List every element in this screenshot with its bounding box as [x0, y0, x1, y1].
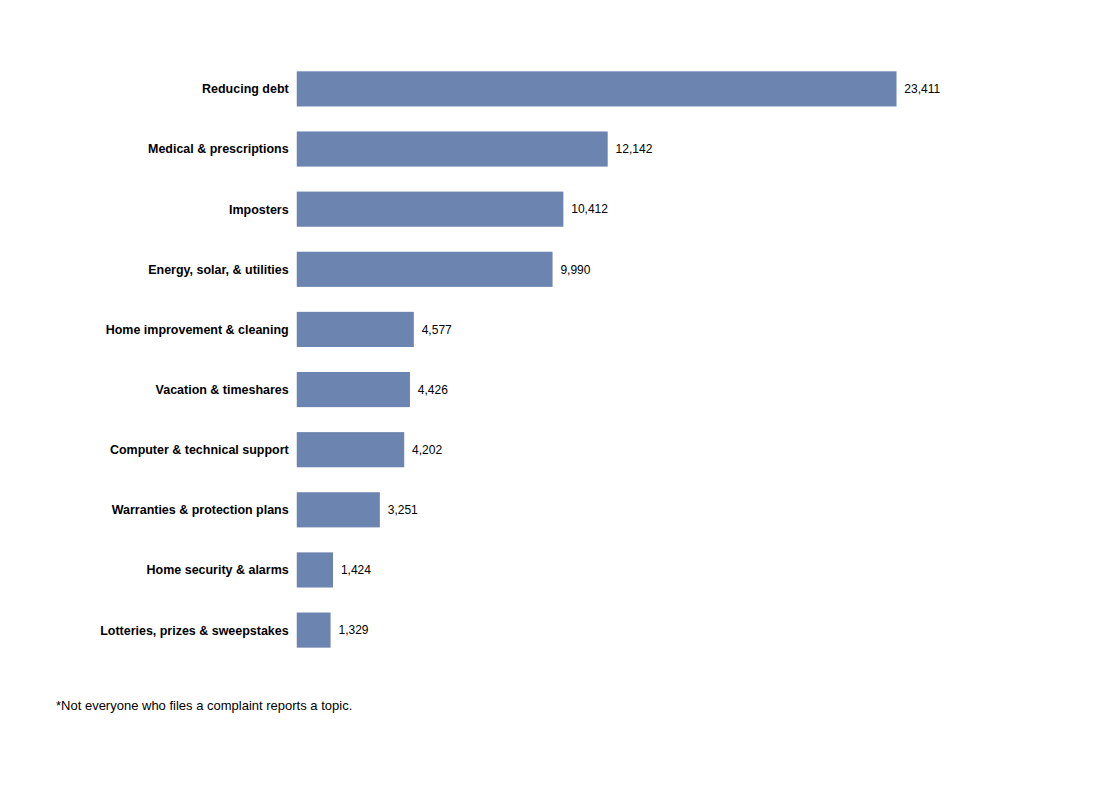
- svg-text:4,426: 4,426: [418, 383, 448, 397]
- svg-text:Imposters: Imposters: [229, 203, 289, 217]
- svg-text:Reducing debt: Reducing debt: [202, 82, 289, 96]
- svg-text:1,424: 1,424: [341, 563, 371, 577]
- svg-text:Home improvement & cleaning: Home improvement & cleaning: [106, 323, 289, 337]
- svg-text:Lotteries, prizes & sweepstake: Lotteries, prizes & sweepstakes: [100, 624, 289, 638]
- svg-text:9,990: 9,990: [560, 263, 590, 277]
- svg-text:Warranties & protection plans: Warranties & protection plans: [112, 503, 289, 517]
- svg-text:Vacation & timeshares: Vacation & timeshares: [156, 383, 289, 397]
- svg-text:12,142: 12,142: [616, 142, 653, 156]
- svg-text:Computer & technical support: Computer & technical support: [110, 443, 289, 457]
- svg-text:23,411: 23,411: [904, 82, 940, 96]
- svg-text:4,202: 4,202: [412, 443, 442, 457]
- svg-text:Energy, solar, & utilities: Energy, solar, & utilities: [148, 263, 288, 277]
- svg-text:3,251: 3,251: [388, 503, 418, 517]
- html-text:*Not everyone who files a comp: *Not everyone who files a complaint repo…: [56, 698, 353, 714]
- svg-text:4,577: 4,577: [422, 323, 452, 337]
- svg-text:Medical & prescriptions: Medical & prescriptions: [148, 142, 289, 156]
- svg-text:10,412: 10,412: [571, 202, 608, 216]
- svg-text:1,329: 1,329: [338, 623, 368, 637]
- svg-text:Home security & alarms: Home security & alarms: [147, 563, 289, 577]
